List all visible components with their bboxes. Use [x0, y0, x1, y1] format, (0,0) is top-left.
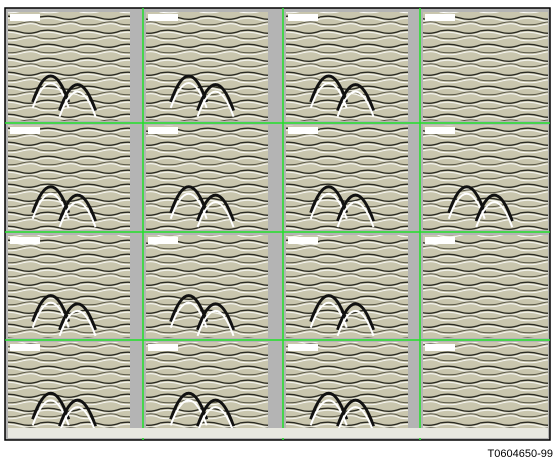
radargram-panel	[423, 125, 548, 230]
panel-label-box	[10, 127, 40, 134]
radargram-panel	[423, 235, 548, 338]
radargram-panel	[286, 342, 408, 428]
panel-label-box	[10, 237, 40, 244]
panel-label-box	[10, 344, 40, 351]
radargram-panel	[146, 125, 268, 230]
radargram-panel	[286, 235, 408, 338]
panel-label-box	[288, 127, 318, 134]
panel-label-box	[425, 14, 455, 21]
radargram-panel	[286, 125, 408, 230]
bottom-strip	[8, 428, 548, 438]
radargram-panel	[8, 12, 130, 121]
panel-label-box	[148, 127, 178, 134]
figure-id: T0604650-99	[488, 448, 553, 460]
panel-label-box	[425, 127, 455, 134]
panel-label-box	[288, 344, 318, 351]
panel-label-box	[148, 237, 178, 244]
panel-label-box	[148, 14, 178, 21]
radargram-panel	[8, 125, 130, 230]
panel-label-box	[288, 237, 318, 244]
radargram-panel	[423, 12, 548, 121]
radargram-panel	[286, 12, 408, 121]
panel-label-box	[288, 14, 318, 21]
panel-label-box	[425, 344, 455, 351]
panel-label-box	[10, 14, 40, 21]
radargram-panel	[146, 235, 268, 338]
panel-label-box	[148, 344, 178, 351]
radargram-panel	[146, 342, 268, 428]
radargram-panel	[146, 12, 268, 121]
page: T0604650-99 (() => { const data = JSON.p…	[0, 0, 554, 464]
radargram-panel	[423, 342, 548, 428]
radargram-figure: T0604650-99	[0, 0, 554, 464]
panel-label-box	[425, 237, 455, 244]
radargram-panel	[8, 235, 130, 338]
radargram-panel	[8, 342, 130, 428]
